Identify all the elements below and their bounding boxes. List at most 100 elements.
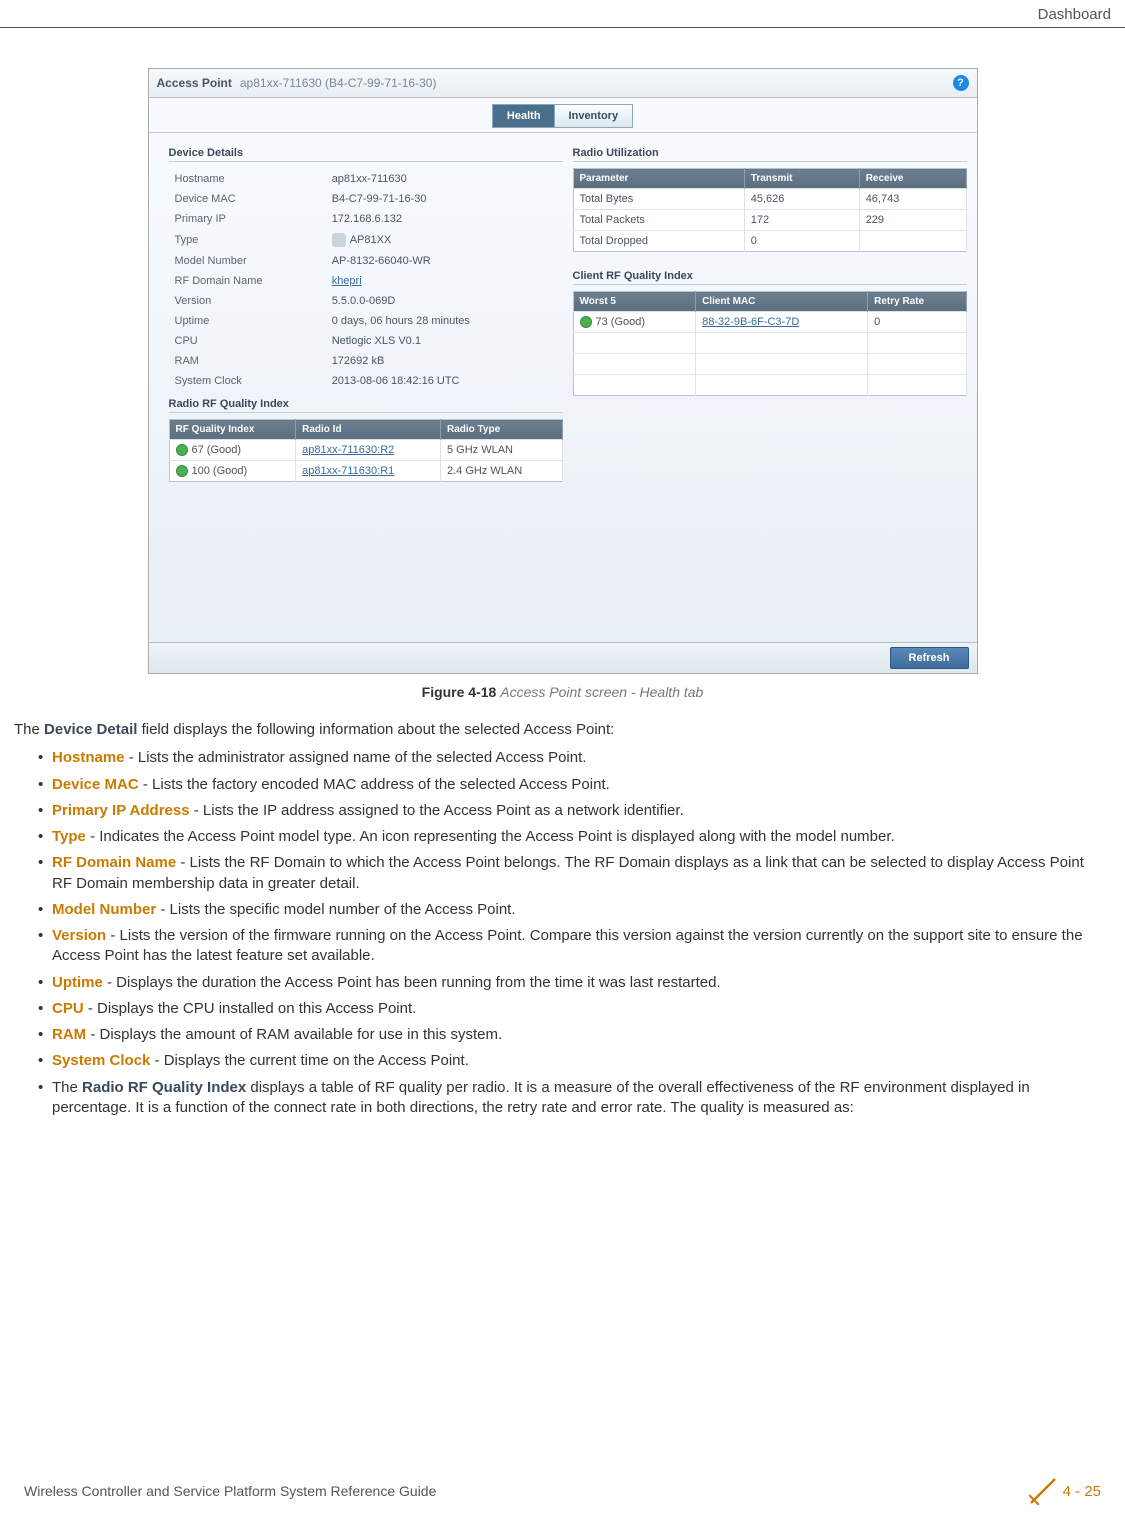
ap-type-icon (332, 233, 346, 247)
table-row (573, 354, 966, 375)
crf-retry: 0 (868, 312, 966, 333)
page-footer: Wireless Controller and Service Platform… (0, 1477, 1125, 1505)
dd-key: Type (171, 230, 326, 250)
lead-post: field displays the following information… (137, 721, 614, 738)
dd-val: AP-8132-66040-WR (328, 252, 561, 270)
desc: - Displays the current time on the Acces… (150, 1052, 468, 1069)
radio-id-link[interactable]: ap81xx-711630:R2 (302, 444, 394, 456)
term: Device MAC (52, 776, 139, 793)
term: Hostname (52, 749, 125, 766)
term: RAM (52, 1026, 86, 1043)
term: Type (52, 828, 86, 845)
radio-util-heading: Radio Utilization (573, 147, 967, 162)
dd-val: B4-C7-99-71-16-30 (328, 190, 561, 208)
term: RF Domain Name (52, 854, 176, 871)
quality-good-icon (176, 465, 188, 477)
rrq-type: 2.4 GHz WLAN (440, 461, 562, 482)
rrq-col3[interactable]: Radio Type (440, 420, 562, 440)
ru-rx: 229 (859, 210, 966, 231)
refresh-button[interactable]: Refresh (890, 647, 969, 669)
desc: - Indicates the Access Point model type.… (86, 828, 895, 845)
desc: - Lists the specific model number of the… (156, 901, 515, 918)
refresh-bar: Refresh (149, 642, 977, 673)
dd-val: 5.5.0.0-069D (328, 292, 561, 310)
dd-val-text: AP81XX (350, 234, 392, 246)
ru-tx: 172 (744, 210, 859, 231)
ru-tx: 0 (744, 231, 859, 252)
list-item: Device MAC - Lists the factory encoded M… (38, 775, 1095, 795)
tabs: Health Inventory (149, 98, 977, 133)
table-row (573, 333, 966, 354)
list-item: Type - Indicates the Access Point model … (38, 827, 1095, 847)
crf-col3[interactable]: Retry Rate (868, 292, 966, 312)
page-header: Dashboard (0, 0, 1125, 28)
lead-pre: The (14, 721, 44, 738)
radio-rf-table: RF Quality Index Radio Id Radio Type 67 … (169, 419, 563, 482)
term: Primary IP Address (52, 802, 190, 819)
tab-health[interactable]: Health (492, 104, 556, 128)
client-mac-link[interactable]: 88-32-9B-6F-C3-7D (702, 316, 799, 328)
table-row: Total Packets172229 (573, 210, 966, 231)
ru-rx: 46,743 (859, 189, 966, 210)
footer-page: 4 - 25 (1029, 1477, 1101, 1505)
crf-col1[interactable]: Worst 5 (573, 292, 696, 312)
ru-tx: 45,626 (744, 189, 859, 210)
rfdomain-link[interactable]: khepri (332, 275, 362, 287)
list-item: Version - Lists the version of the firmw… (38, 926, 1095, 967)
dd-key: Model Number (171, 252, 326, 270)
list-item: Hostname - Lists the administrator assig… (38, 748, 1095, 768)
quality-good-icon (580, 316, 592, 328)
ru-col1[interactable]: Parameter (573, 169, 744, 189)
ru-param: Total Bytes (573, 189, 744, 210)
list-item: System Clock - Displays the current time… (38, 1051, 1095, 1071)
desc: - Displays the CPU installed on this Acc… (84, 1000, 417, 1017)
rrq-col2[interactable]: Radio Id (296, 420, 441, 440)
dd-val: 0 days, 06 hours 28 minutes (328, 312, 561, 330)
footer-guide: Wireless Controller and Service Platform… (24, 1483, 1029, 1499)
term: Model Number (52, 901, 156, 918)
desc: - Displays the duration the Access Point… (103, 974, 721, 991)
dd-key: System Clock (171, 372, 326, 390)
dd-val: Netlogic XLS V0.1 (328, 332, 561, 350)
figure-text: Access Point screen - Health tab (500, 684, 703, 700)
dd-val: 2013-08-06 18:42:16 UTC (328, 372, 561, 390)
rrq-quality: 67 (Good) (192, 444, 242, 456)
page-corner-icon (1029, 1477, 1057, 1505)
dd-key: Primary IP (171, 210, 326, 228)
term: Radio RF Quality Index (82, 1079, 246, 1096)
ru-col3[interactable]: Receive (859, 169, 966, 189)
titlebar: Access Point ap81xx-711630 (B4-C7-99-71-… (149, 69, 977, 98)
help-icon[interactable]: ? (953, 75, 969, 91)
list-item: CPU - Displays the CPU installed on this… (38, 999, 1095, 1019)
crf-worst: 73 (Good) (596, 316, 646, 328)
device-details-heading: Device Details (169, 147, 563, 162)
screenshot-panel: Access Point ap81xx-711630 (B4-C7-99-71-… (148, 68, 978, 674)
rrq-col1[interactable]: RF Quality Index (169, 420, 296, 440)
rrq-quality: 100 (Good) (192, 465, 248, 477)
ru-col2[interactable]: Transmit (744, 169, 859, 189)
desc: - Lists the IP address assigned to the A… (190, 802, 684, 819)
dd-key: RF Domain Name (171, 272, 326, 290)
ru-rx (859, 231, 966, 252)
quality-good-icon (176, 444, 188, 456)
device-details-table: Hostnameap81xx-711630 Device MACB4-C7-99… (169, 168, 563, 392)
list-item: RF Domain Name - Lists the RF Domain to … (38, 853, 1095, 894)
dd-key: CPU (171, 332, 326, 350)
crf-col2[interactable]: Client MAC (696, 292, 868, 312)
term: CPU (52, 1000, 84, 1017)
radio-id-link[interactable]: ap81xx-711630:R1 (302, 465, 394, 477)
dd-val: AP81XX (328, 230, 561, 250)
dd-key: RAM (171, 352, 326, 370)
desc: - Lists the RF Domain to which the Acces… (52, 854, 1084, 891)
title-subtitle: ap81xx-711630 (B4-C7-99-71-16-30) (240, 76, 437, 90)
dd-key: Hostname (171, 170, 326, 188)
desc: - Lists the version of the firmware runn… (52, 927, 1083, 964)
table-row: 100 (Good) ap81xx-711630:R1 2.4 GHz WLAN (169, 461, 562, 482)
title-label: Access Point (157, 76, 232, 90)
list-item: Primary IP Address - Lists the IP addres… (38, 801, 1095, 821)
table-row: 73 (Good) 88-32-9B-6F-C3-7D 0 (573, 312, 966, 333)
term: Uptime (52, 974, 103, 991)
tab-inventory[interactable]: Inventory (554, 104, 634, 128)
ru-param: Total Packets (573, 210, 744, 231)
table-row: 67 (Good) ap81xx-711630:R2 5 GHz WLAN (169, 440, 562, 461)
